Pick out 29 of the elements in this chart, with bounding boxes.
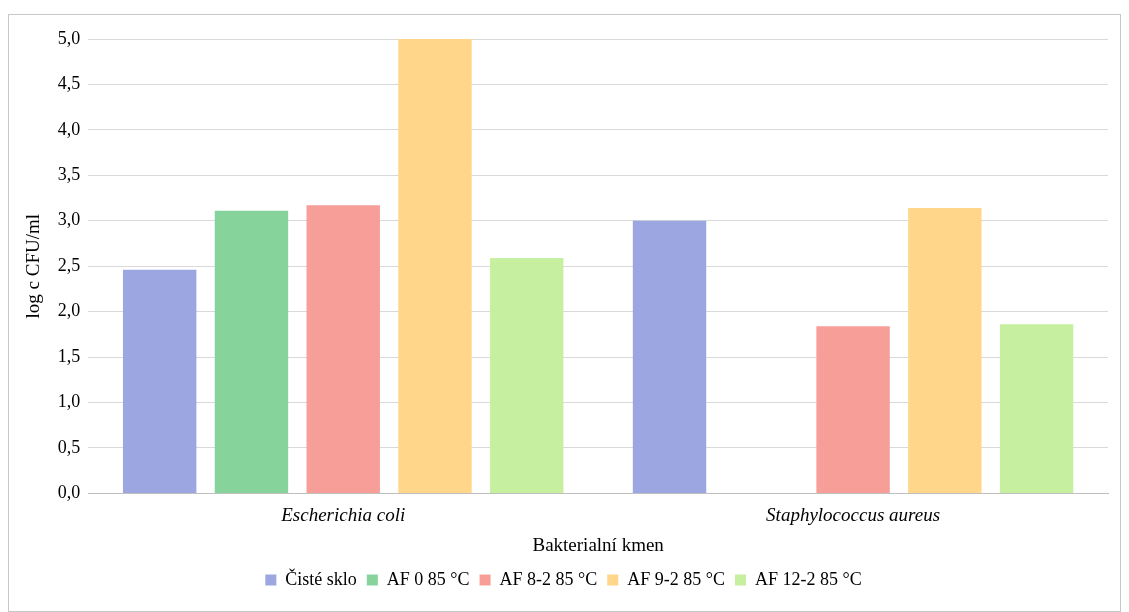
- y-tick-label: 2,5: [57, 254, 81, 275]
- y-tick-label: 4,5: [57, 73, 81, 94]
- legend-label: AF 12-2 85 °C: [754, 568, 862, 589]
- bar: [214, 210, 289, 493]
- y-tick-label: 2,0: [57, 300, 81, 321]
- legend-label: AF 0 85 °C: [386, 568, 470, 589]
- y-tick-label: 0,5: [57, 436, 81, 457]
- y-tick-label: 1,5: [57, 345, 81, 366]
- y-tick-label: 3,0: [57, 209, 81, 230]
- bar: [306, 205, 380, 493]
- legend-label: AF 9-2 85 °C: [627, 568, 725, 589]
- x-tick-label: Staphylococcus aureus: [766, 503, 941, 525]
- y-tick-label: 5,0: [57, 27, 81, 48]
- legend-label: Čisté sklo: [285, 567, 357, 589]
- y-tick-label: 4,0: [57, 118, 81, 139]
- y-tick-label: 1,0: [57, 391, 81, 412]
- bar: [632, 220, 707, 493]
- y-tick-label: 0,0: [57, 482, 81, 503]
- bar: [490, 258, 564, 493]
- bar: [398, 39, 472, 493]
- y-axis-title: log c CFU/ml: [22, 213, 44, 319]
- y-tick-label: 3,5: [57, 164, 81, 185]
- legend-label: AF 8-2 85 °C: [499, 568, 598, 589]
- bar: [122, 269, 197, 493]
- bar: [908, 208, 982, 493]
- bar: [816, 326, 890, 493]
- bar: [999, 324, 1074, 493]
- x-tick-label: Escherichia coli: [280, 503, 406, 525]
- x-axis-title: Bakterialní kmen: [532, 533, 665, 555]
